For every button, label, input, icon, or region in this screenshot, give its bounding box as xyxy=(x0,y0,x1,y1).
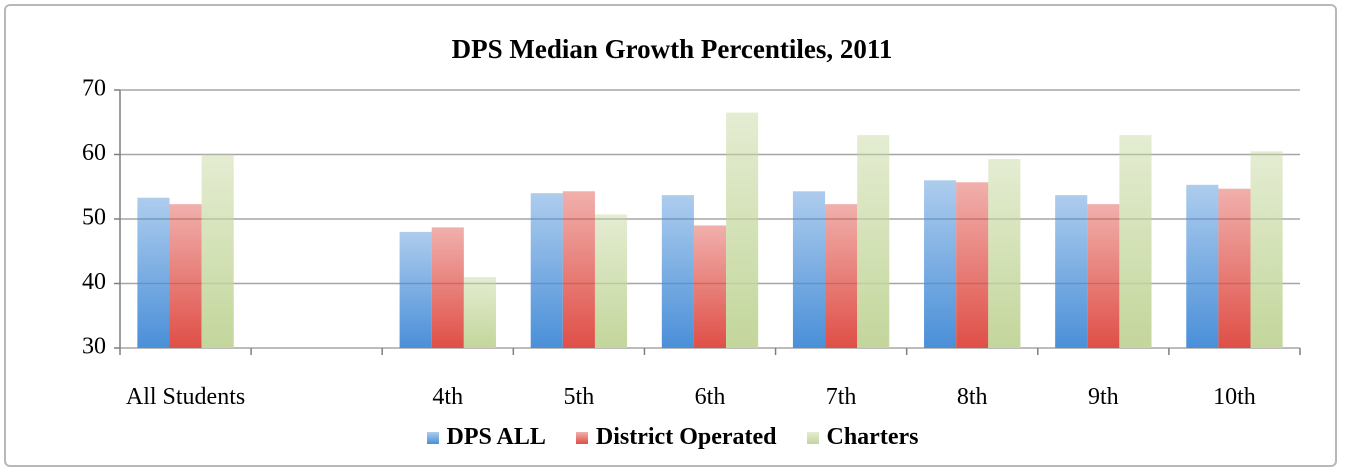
legend-swatch xyxy=(426,431,439,444)
y-tick-label: 30 xyxy=(82,334,106,360)
y-tick-label: 40 xyxy=(82,269,106,295)
bar xyxy=(399,231,432,348)
y-tick-label: 50 xyxy=(82,205,106,231)
legend-label: DPS ALL xyxy=(446,424,546,450)
x-tick-label: 9th xyxy=(1087,384,1119,410)
bar xyxy=(661,195,694,348)
bar xyxy=(1087,204,1120,348)
legend-swatch xyxy=(806,431,819,444)
x-tick-label: 4th xyxy=(432,384,464,410)
bar xyxy=(1119,135,1152,348)
chart-title: DPS Median Growth Percentiles, 2011 xyxy=(452,34,893,64)
bar xyxy=(792,191,826,348)
bar xyxy=(825,204,858,348)
legend-label: District Operated xyxy=(595,424,777,450)
bar xyxy=(1186,184,1219,348)
bar xyxy=(956,182,989,348)
bar xyxy=(726,112,759,348)
bar xyxy=(562,191,595,348)
legend-item: Charters xyxy=(806,424,919,451)
x-tick-label: 7th xyxy=(825,384,857,410)
x-tick-label: 6th xyxy=(694,384,726,410)
bar xyxy=(594,214,628,348)
legend-item: DPS ALL xyxy=(426,424,546,451)
legend-swatch xyxy=(575,431,588,444)
bar xyxy=(463,277,496,348)
bar xyxy=(693,225,727,348)
legend: DPS ALL District Operated Charters xyxy=(0,424,1345,451)
bar xyxy=(924,180,957,348)
x-tick-label: 5th xyxy=(563,384,595,410)
legend-label: Charters xyxy=(826,424,919,450)
chart-frame xyxy=(4,4,1337,467)
x-tick-label: All Students xyxy=(125,384,246,410)
bar xyxy=(857,135,890,348)
x-tick-label: 10th xyxy=(1213,384,1256,410)
bar xyxy=(169,204,202,348)
bar xyxy=(1250,151,1283,348)
y-tick-label: 70 xyxy=(82,76,106,102)
bar xyxy=(201,154,234,348)
bar xyxy=(1055,195,1088,348)
legend-item: District Operated xyxy=(575,424,777,451)
x-tick-label: 8th xyxy=(956,384,988,410)
bar xyxy=(1218,188,1251,348)
bar xyxy=(137,197,170,348)
y-tick-label: 60 xyxy=(82,140,106,166)
bar xyxy=(988,159,1021,348)
bar xyxy=(431,227,464,348)
bar xyxy=(530,193,563,348)
